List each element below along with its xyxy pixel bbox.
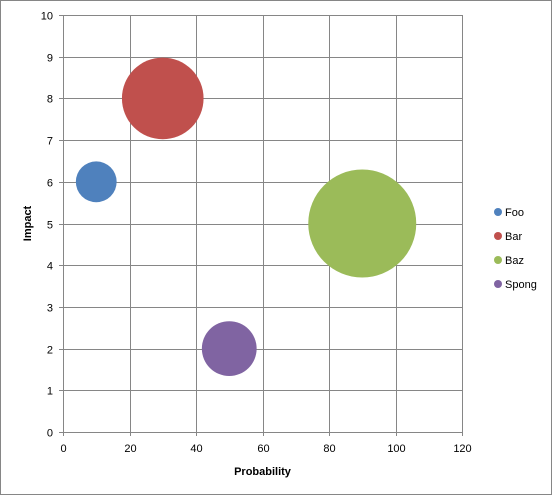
y-tick-label: 9 xyxy=(47,53,53,65)
bubble-foo xyxy=(75,161,117,203)
legend-marker-foo xyxy=(494,208,502,216)
y-tick-label: 10 xyxy=(41,11,53,23)
y-tick-label: 6 xyxy=(47,178,53,190)
legend-label-spong: Spong xyxy=(505,279,537,291)
y-tick-label: 8 xyxy=(47,94,53,106)
y-tick-label: 2 xyxy=(47,345,53,357)
y-axis-title: Impact xyxy=(22,205,34,241)
x-tick-label: 60 xyxy=(257,443,269,455)
x-tick-label: 100 xyxy=(387,443,405,455)
legend: Foo Bar Baz Spong xyxy=(494,207,537,291)
x-tick-label: 80 xyxy=(323,443,335,455)
x-tick-label: 20 xyxy=(124,443,136,455)
bubble-series xyxy=(75,57,417,376)
bubble-baz xyxy=(308,169,417,278)
y-tick-label: 1 xyxy=(47,386,53,398)
x-tick-label: 120 xyxy=(453,443,471,455)
legend-label-bar: Bar xyxy=(505,231,522,243)
x-tick-label: 0 xyxy=(60,443,66,455)
y-tick-label: 7 xyxy=(47,136,53,148)
bubble-bar xyxy=(121,57,204,140)
x-axis-title: Probability xyxy=(234,466,292,478)
y-tick-label: 0 xyxy=(47,428,53,440)
y-tick-label: 4 xyxy=(47,261,53,273)
legend-marker-bar xyxy=(494,232,502,240)
legend-marker-baz xyxy=(494,256,502,264)
legend-label-foo: Foo xyxy=(505,207,524,219)
legend-marker-spong xyxy=(494,280,502,288)
x-tick-label: 40 xyxy=(190,443,202,455)
y-tick-label: 3 xyxy=(47,303,53,315)
y-tick-label: 5 xyxy=(47,220,53,232)
bubble-spong xyxy=(201,321,257,376)
legend-label-baz: Baz xyxy=(505,255,524,267)
